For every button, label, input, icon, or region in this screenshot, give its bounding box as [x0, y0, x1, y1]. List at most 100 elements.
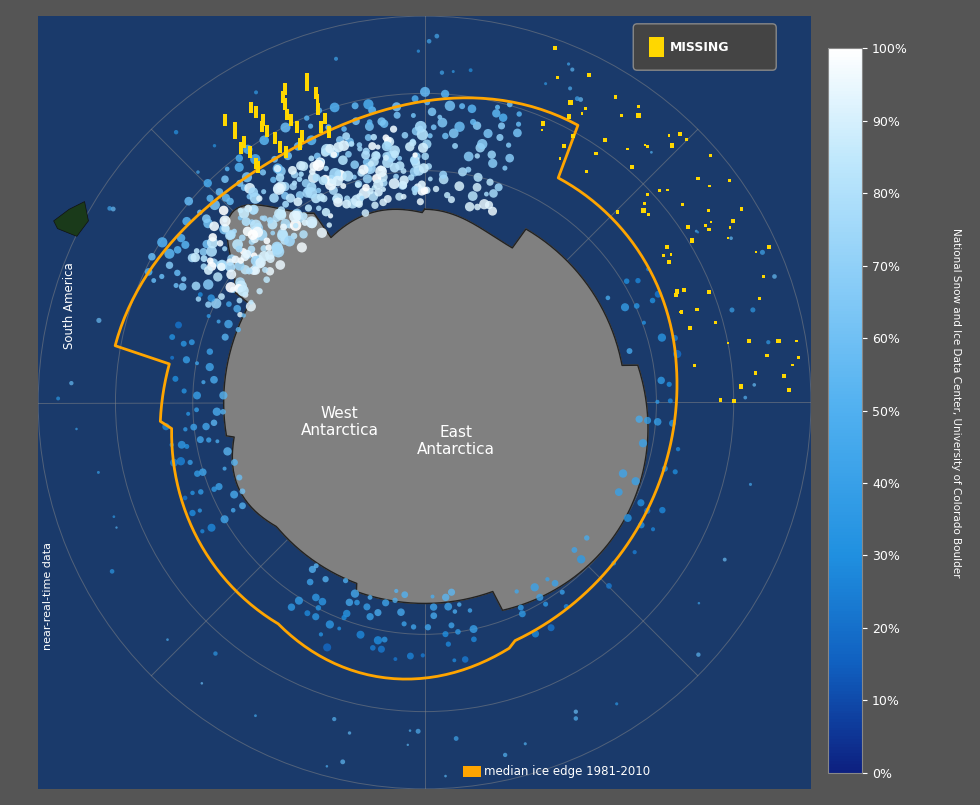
Ellipse shape [351, 160, 359, 169]
Ellipse shape [281, 192, 289, 200]
Ellipse shape [244, 183, 255, 194]
Ellipse shape [325, 621, 334, 629]
Ellipse shape [216, 188, 223, 196]
Ellipse shape [341, 126, 347, 132]
Bar [666, 188, 668, 192]
Ellipse shape [416, 729, 420, 733]
Bar [674, 293, 678, 296]
Ellipse shape [467, 105, 476, 113]
Ellipse shape [272, 246, 284, 258]
Ellipse shape [421, 153, 429, 160]
Bar [277, 141, 281, 153]
Bar [696, 177, 700, 180]
Bar [693, 364, 696, 366]
Ellipse shape [151, 278, 156, 283]
Ellipse shape [584, 535, 589, 541]
Ellipse shape [340, 759, 345, 764]
Bar [647, 213, 651, 216]
Ellipse shape [410, 138, 416, 144]
Ellipse shape [208, 524, 216, 532]
Bar [695, 308, 699, 312]
Ellipse shape [306, 217, 318, 228]
Ellipse shape [309, 168, 316, 175]
Ellipse shape [336, 136, 344, 144]
Ellipse shape [250, 192, 261, 204]
Ellipse shape [207, 237, 219, 249]
Ellipse shape [175, 321, 182, 328]
Ellipse shape [349, 141, 355, 147]
Ellipse shape [607, 583, 612, 588]
Ellipse shape [207, 349, 213, 355]
Ellipse shape [181, 389, 187, 394]
Ellipse shape [411, 624, 416, 630]
Ellipse shape [236, 298, 242, 303]
Bar [708, 209, 710, 212]
Ellipse shape [472, 122, 481, 130]
Bar [681, 203, 684, 206]
Ellipse shape [277, 206, 285, 214]
Bar [257, 161, 261, 172]
Ellipse shape [420, 87, 430, 97]
Ellipse shape [266, 244, 272, 251]
Ellipse shape [310, 162, 319, 171]
Ellipse shape [330, 151, 337, 158]
Bar [767, 245, 771, 249]
Ellipse shape [345, 138, 354, 147]
Ellipse shape [316, 188, 321, 193]
Bar [464, 766, 480, 778]
Ellipse shape [621, 303, 629, 312]
Ellipse shape [307, 182, 317, 192]
Ellipse shape [455, 629, 461, 634]
Ellipse shape [180, 341, 187, 347]
Ellipse shape [484, 192, 489, 196]
Ellipse shape [252, 264, 258, 270]
Ellipse shape [173, 246, 181, 254]
Ellipse shape [268, 220, 277, 229]
Bar [641, 208, 646, 213]
Bar [795, 340, 798, 342]
Ellipse shape [226, 270, 236, 279]
Bar [242, 136, 246, 147]
Ellipse shape [385, 151, 396, 163]
Ellipse shape [236, 180, 243, 187]
Ellipse shape [217, 261, 226, 270]
Bar [754, 371, 757, 375]
Bar [759, 297, 760, 299]
Ellipse shape [226, 231, 235, 239]
Ellipse shape [503, 753, 508, 758]
Ellipse shape [471, 637, 476, 642]
Bar [613, 96, 616, 98]
Ellipse shape [270, 231, 275, 235]
Ellipse shape [417, 126, 423, 132]
Ellipse shape [416, 198, 424, 205]
Ellipse shape [634, 303, 640, 309]
Ellipse shape [382, 599, 389, 606]
Ellipse shape [270, 193, 278, 203]
Ellipse shape [224, 320, 232, 328]
Ellipse shape [373, 151, 380, 159]
Ellipse shape [280, 224, 287, 230]
Ellipse shape [410, 167, 419, 176]
Ellipse shape [250, 220, 262, 231]
Ellipse shape [165, 249, 174, 258]
Ellipse shape [209, 233, 217, 242]
Ellipse shape [448, 588, 455, 596]
Ellipse shape [280, 182, 290, 192]
Ellipse shape [239, 502, 246, 510]
Ellipse shape [632, 550, 637, 554]
Ellipse shape [332, 717, 336, 721]
Ellipse shape [363, 147, 369, 155]
Ellipse shape [334, 170, 345, 180]
Ellipse shape [495, 184, 503, 192]
Ellipse shape [573, 709, 578, 714]
Ellipse shape [517, 605, 523, 610]
Bar [255, 158, 259, 169]
Ellipse shape [341, 615, 347, 620]
Ellipse shape [235, 327, 241, 332]
Ellipse shape [467, 609, 472, 613]
Ellipse shape [437, 115, 442, 119]
Ellipse shape [253, 223, 263, 233]
Ellipse shape [398, 181, 407, 190]
Ellipse shape [226, 301, 231, 307]
Ellipse shape [402, 592, 408, 598]
